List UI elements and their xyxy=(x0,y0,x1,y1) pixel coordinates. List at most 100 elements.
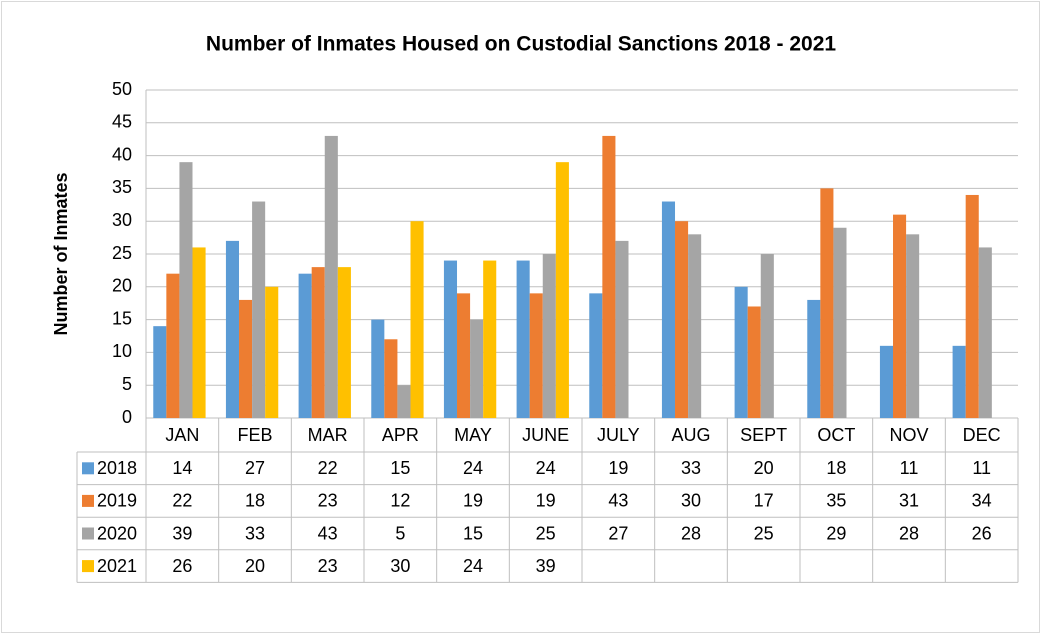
bar xyxy=(615,240,629,418)
legend-label: 2019 xyxy=(97,491,137,511)
table-value: 15 xyxy=(390,458,410,478)
table-value: 28 xyxy=(899,523,919,543)
table-value: 35 xyxy=(826,491,846,511)
x-tick-label: DEC xyxy=(963,425,1001,445)
y-tick-label: 20 xyxy=(112,276,132,296)
table-value: 31 xyxy=(899,491,919,511)
bar xyxy=(906,234,920,418)
table-value: 22 xyxy=(318,458,338,478)
bar xyxy=(688,234,702,418)
table-value: 19 xyxy=(536,491,556,511)
bar xyxy=(542,254,556,418)
bar xyxy=(371,319,385,418)
bar xyxy=(555,162,569,418)
bar xyxy=(675,221,689,418)
table-value: 11 xyxy=(972,458,991,478)
legend-swatch xyxy=(82,462,94,475)
y-tick-label: 10 xyxy=(112,341,132,361)
bar xyxy=(239,299,253,418)
x-tick-label: FEB xyxy=(237,425,272,445)
bar xyxy=(965,194,979,418)
legend-swatch xyxy=(82,560,94,573)
table-value: 25 xyxy=(536,523,556,543)
bar xyxy=(311,267,325,418)
table-value: 24 xyxy=(536,458,556,478)
y-tick-label: 40 xyxy=(112,144,132,164)
x-tick-label: SEPT xyxy=(740,425,787,445)
bar xyxy=(833,227,847,418)
y-tick-label: 5 xyxy=(122,374,132,394)
legend-label: 2018 xyxy=(97,458,137,478)
y-tick-label: 0 xyxy=(122,407,132,427)
table-value: 26 xyxy=(972,523,992,543)
bar xyxy=(470,319,484,418)
table-value: 43 xyxy=(318,523,338,543)
y-tick-label: 15 xyxy=(112,308,132,328)
x-tick-label: APR xyxy=(382,425,419,445)
x-tick-label: MAR xyxy=(308,425,348,445)
bar xyxy=(483,260,497,418)
x-tick-label: OCT xyxy=(817,425,855,445)
table-value: 39 xyxy=(536,556,556,576)
bar xyxy=(252,201,266,418)
table-value: 33 xyxy=(681,458,701,478)
table-value: 15 xyxy=(463,523,483,543)
table-value: 20 xyxy=(754,458,774,478)
table-value: 19 xyxy=(463,491,483,511)
table-value: 33 xyxy=(245,523,265,543)
bar xyxy=(443,260,458,418)
bar xyxy=(225,240,240,418)
legend-label: 2021 xyxy=(97,556,137,576)
bar xyxy=(337,267,351,418)
bar xyxy=(529,293,543,418)
bar xyxy=(760,254,774,418)
bar xyxy=(153,326,167,418)
y-tick-label: 35 xyxy=(112,177,132,197)
x-tick-label: NOV xyxy=(889,425,928,445)
table-value: 18 xyxy=(826,458,846,478)
table-value: 30 xyxy=(681,491,701,511)
y-tick-label: 30 xyxy=(112,210,132,230)
table-value: 18 xyxy=(245,491,265,511)
table-value: 25 xyxy=(754,523,774,543)
bar xyxy=(661,201,676,418)
table-value: 26 xyxy=(172,556,192,576)
bar xyxy=(384,339,398,418)
table-value: 34 xyxy=(972,491,992,511)
table-value: 22 xyxy=(172,491,192,511)
table-value: 5 xyxy=(395,523,405,543)
x-tick-label: JUNE xyxy=(522,425,569,445)
bar xyxy=(324,135,338,419)
bar xyxy=(602,135,616,419)
bar xyxy=(397,385,411,418)
bar xyxy=(179,162,193,418)
x-tick-label: JAN xyxy=(165,425,199,445)
bar xyxy=(820,188,834,418)
bar xyxy=(265,286,279,418)
bar xyxy=(457,293,471,418)
table-value: 11 xyxy=(900,458,919,478)
table-value: 14 xyxy=(172,458,192,478)
table-value: 27 xyxy=(608,523,628,543)
chart-title: Number of Inmates Housed on Custodial Sa… xyxy=(206,33,836,56)
bar xyxy=(747,306,761,418)
table-value: 30 xyxy=(390,556,410,576)
bar xyxy=(952,345,966,418)
table-value: 23 xyxy=(318,491,338,511)
legend-swatch xyxy=(82,494,94,507)
x-tick-label: AUG xyxy=(671,425,710,445)
table-value: 43 xyxy=(608,491,628,511)
y-tick-label: 45 xyxy=(112,112,132,132)
table-value: 17 xyxy=(754,491,774,511)
table-value: 29 xyxy=(826,523,846,543)
table-value: 24 xyxy=(463,556,483,576)
x-tick-label: MAY xyxy=(454,425,492,445)
bar xyxy=(734,286,748,418)
bar xyxy=(978,247,992,418)
legend-label: 2020 xyxy=(97,523,137,543)
bar xyxy=(807,299,821,418)
bar xyxy=(410,221,424,418)
bar xyxy=(879,345,894,418)
bar xyxy=(893,214,907,418)
